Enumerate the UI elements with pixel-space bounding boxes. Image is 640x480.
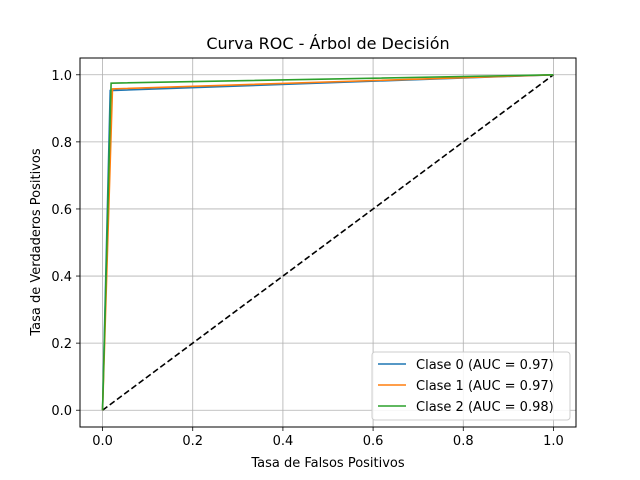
legend-entry-label: Clase 0 (AUC = 0.97) — [416, 358, 554, 373]
x-tick-label: 0.0 — [92, 434, 113, 449]
y-tick-label: 1.0 — [51, 69, 72, 84]
x-tick-label: 0.2 — [182, 434, 203, 449]
x-tick-label: 0.8 — [453, 434, 474, 449]
legend-entry-label: Clase 1 (AUC = 0.97) — [416, 379, 554, 394]
x-axis-ticks: 0.0 0.2 0.4 0.6 0.8 1.0 — [92, 427, 564, 449]
series-line-clase-2 — [101, 73, 554, 411]
plot-frame — [79, 57, 577, 428]
y-tick-label: 0.6 — [51, 203, 72, 218]
y-axis-label: Tasa de Verdaderos Positivos — [29, 148, 44, 336]
reference-diagonal — [102, 74, 554, 411]
y-tick-label: 0.8 — [51, 136, 72, 151]
grid — [80, 58, 576, 427]
x-tick-label: 1.0 — [543, 434, 564, 449]
x-axis-label: Tasa de Falsos Positivos — [250, 456, 405, 471]
reference-diagonal-line — [102, 74, 554, 411]
legend: Clase 0 (AUC = 0.97) Clase 1 (AUC = 0.97)… — [371, 351, 571, 421]
x-tick-label: 0.4 — [273, 434, 294, 449]
x-tick-label: 0.6 — [363, 434, 384, 449]
chart-title: Curva ROC - Árbol de Decisión — [206, 34, 449, 53]
legend-box — [371, 351, 571, 421]
y-tick-label: 0.4 — [51, 270, 72, 285]
legend-entry-label: Clase 2 (AUC = 0.98) — [416, 400, 554, 415]
series-lines — [101, 73, 554, 411]
y-tick-label: 0.2 — [51, 337, 72, 352]
y-tick-label: 0.0 — [51, 404, 72, 419]
y-axis-ticks: 0.0 0.2 0.4 0.6 0.8 1.0 — [51, 69, 80, 419]
